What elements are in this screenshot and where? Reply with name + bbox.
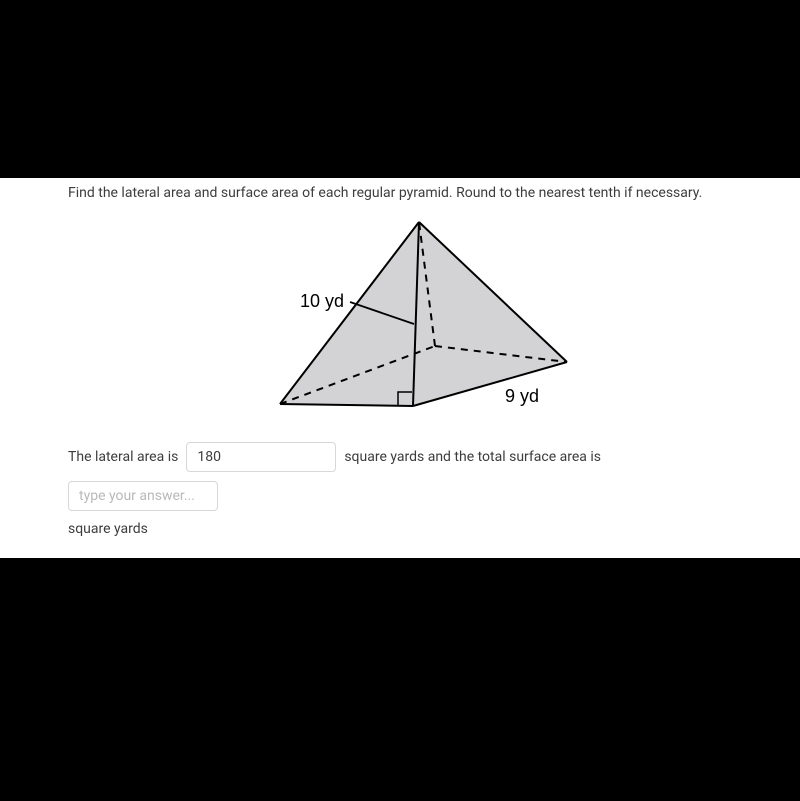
answer-trailing-text: square yards [68,521,732,537]
question-prompt: Find the lateral area and surface area o… [68,184,732,204]
answer-sentence: The lateral area is square yards and the… [68,441,732,511]
answer-lead-text: The lateral area is [68,441,178,473]
base-edge-label: 9 yd [505,386,539,406]
lateral-area-input[interactable] [186,442,336,472]
slant-height-label: 10 yd [300,291,344,311]
answer-mid-text: square yards and the total surface area … [344,441,601,473]
diagram-container: 10 yd 9 yd [68,212,732,427]
surface-area-input[interactable] [68,481,218,511]
question-panel: Find the lateral area and surface area o… [0,178,800,558]
pyramid-diagram: 10 yd 9 yd [215,212,585,427]
